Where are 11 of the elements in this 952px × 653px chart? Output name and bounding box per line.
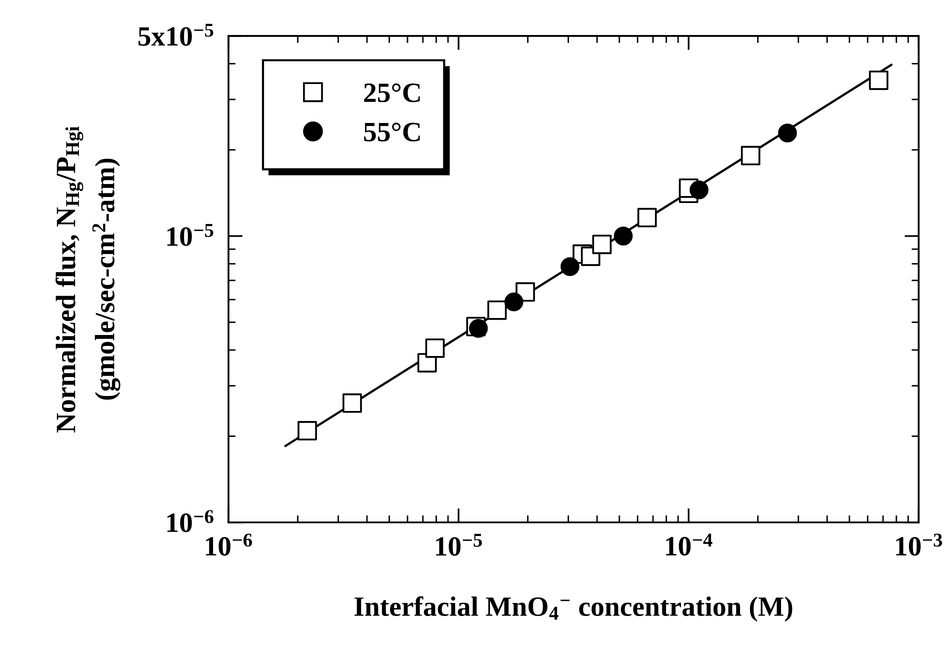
text: Normalized flux, N$_{Hg}$/P$_{Hgi}$ (gmole/sec-cm$^{2}$-atm)	[56, 126, 120, 433]
x-axis-title: Interfacial MnO$_{4}$$^{−}$ concentration (M)	[354, 596, 792, 622]
legend-label: 55°C	[364, 122, 420, 142]
y-tick-label: 10$^{−5}$	[167, 224, 214, 246]
y-tick-label: 5x10$^{−5}$	[138, 24, 214, 46]
x-tick-label: 10$^{−6}$	[206, 534, 252, 556]
legend-label: 25°C	[364, 83, 420, 102]
x-tick-label: 10$^{−4}$	[666, 534, 712, 556]
x-tick-label: 10$^{−3}$	[896, 534, 942, 556]
y-tick-label: 10$^{−6}$	[167, 510, 214, 532]
x-tick-label: 10$^{−5}$	[436, 534, 482, 556]
